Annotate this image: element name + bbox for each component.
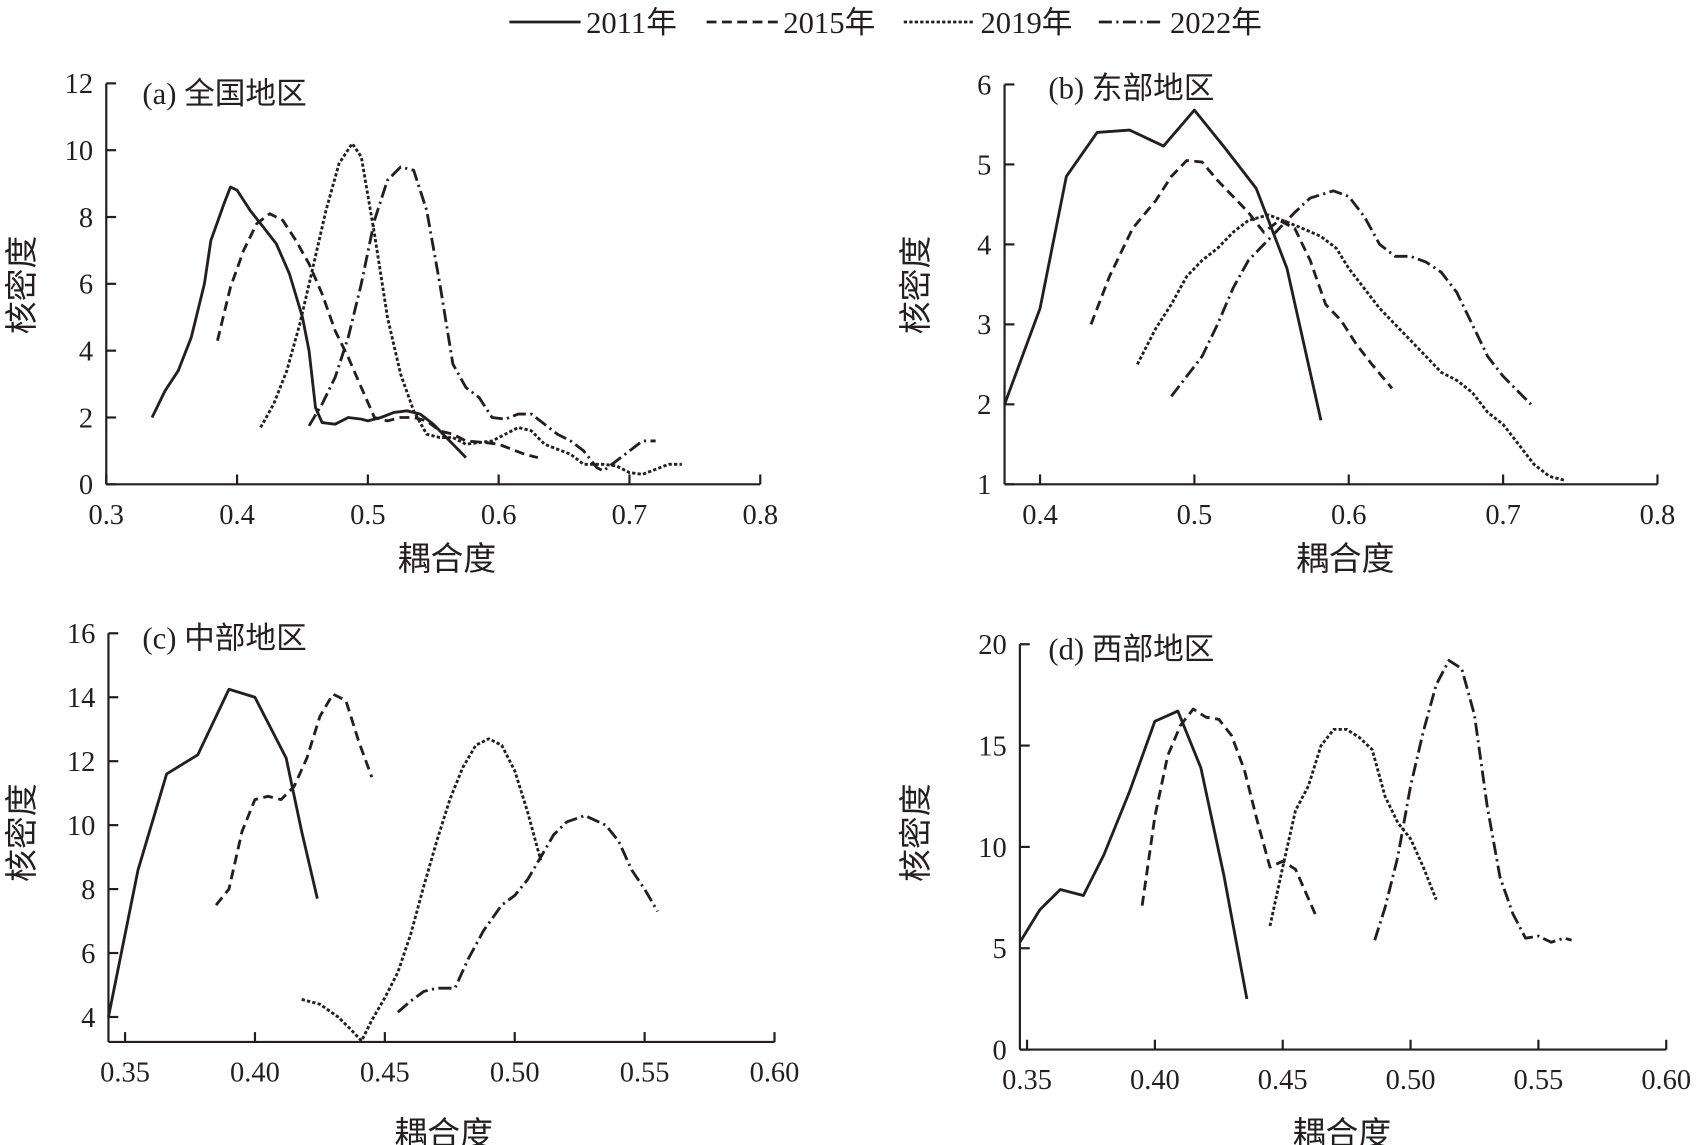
- y-tick-label: 10: [65, 136, 93, 167]
- series-line-2011: [150, 185, 467, 459]
- y-tick-label: 5: [977, 150, 991, 181]
- y-tick-label: 0: [79, 470, 93, 501]
- y-axis-label: 核密度: [898, 783, 935, 882]
- x-tick-label: 0.5: [1177, 500, 1213, 531]
- y-tick-label: 4: [79, 337, 93, 368]
- x-tick-label: 0.60: [1641, 1065, 1691, 1096]
- legend-label-1: 2011年: [586, 6, 677, 40]
- y-tick-label: 2: [977, 390, 991, 421]
- x-tick-label: 0.6: [1331, 500, 1367, 531]
- y-axis-label: 核密度: [4, 783, 41, 882]
- x-tick-label: 0.55: [620, 1057, 670, 1088]
- y-tick-label: 2: [79, 403, 93, 434]
- y-tick-label: 3: [977, 310, 991, 341]
- series-line-2019: [301, 737, 543, 1043]
- y-tick-label: 4: [977, 230, 991, 261]
- series-line-2015: [1140, 707, 1318, 917]
- y-axis-label: 核密度: [898, 236, 935, 335]
- y-tick-label: 6: [81, 939, 95, 970]
- x-tick-label: 0.6: [481, 500, 517, 531]
- y-tick-label: 0: [993, 1035, 1007, 1066]
- series-line-2022: [307, 165, 656, 473]
- series-line-2019: [259, 142, 682, 476]
- x-tick-label: 0.40: [230, 1057, 280, 1088]
- x-tick-label: 0.45: [1258, 1065, 1308, 1096]
- x-tick-label: 0.3: [88, 500, 124, 531]
- legend-label-4: 2022年: [1170, 6, 1262, 40]
- legend: 2011年 2015年 2019年 2022年: [509, 6, 1262, 40]
- x-tick-label: 0.8: [1640, 500, 1676, 531]
- x-tick-label: 0.7: [612, 500, 648, 531]
- panel-title: (d) 西部地区: [1048, 633, 1214, 667]
- y-tick-label: 12: [65, 69, 93, 100]
- y-tick-label: 4: [81, 1003, 95, 1034]
- x-axis-label: 耦合度: [398, 541, 497, 578]
- y-tick-label: 8: [81, 875, 95, 906]
- panel-d: 0.35 0.40 0.45 0.50 0.55 0.60 0 5 10 15 20 (d) 西部地区…: [898, 630, 1691, 1145]
- series-line-2011: [1003, 108, 1323, 421]
- series-line-2019: [1268, 727, 1438, 927]
- series-line-2011: [107, 687, 319, 1018]
- series-line-2011: [1018, 709, 1249, 1000]
- y-tick-label: 20: [978, 630, 1006, 661]
- x-tick-label: 0.8: [742, 500, 778, 531]
- panel-title: (b) 东部地区: [1048, 72, 1214, 106]
- y-tick-label: 6: [79, 270, 93, 301]
- y-tick-label: 10: [978, 833, 1006, 864]
- series-line-2022: [1170, 189, 1532, 406]
- x-tick-label: 0.4: [219, 500, 255, 531]
- y-tick-label: 10: [67, 811, 95, 842]
- panel-title: (a) 全国地区: [142, 77, 306, 111]
- x-axis-label: 耦合度: [394, 1116, 493, 1145]
- x-tick-label: 0.40: [1130, 1065, 1180, 1096]
- x-tick-label: 0.45: [360, 1057, 410, 1088]
- y-tick-label: 12: [67, 747, 95, 778]
- series-line-2022: [1373, 659, 1572, 944]
- y-tick-label: 6: [977, 70, 991, 101]
- series-line-2015: [214, 692, 374, 906]
- y-tick-label: 16: [67, 619, 95, 650]
- panel-title: (c) 中部地区: [142, 622, 306, 656]
- x-axis-label: 耦合度: [1296, 541, 1395, 578]
- x-tick-label: 0.4: [1022, 500, 1058, 531]
- series-line-2022: [396, 814, 659, 1014]
- series-line-2015: [1089, 159, 1394, 390]
- x-tick-label: 0.35: [1002, 1065, 1052, 1096]
- panel-c: 0.35 0.40 0.45 0.50 0.55 0.60 4 6 8 10 12 14 16 (c) 中…: [4, 619, 800, 1145]
- y-tick-label: 15: [978, 731, 1006, 762]
- y-axis-label: 核密度: [4, 236, 41, 335]
- x-tick-label: 0.50: [1386, 1065, 1436, 1096]
- legend-label-3: 2019年: [980, 6, 1072, 40]
- y-tick-label: 1: [977, 470, 991, 501]
- x-tick-label: 0.60: [750, 1057, 800, 1088]
- x-tick-label: 0.5: [350, 500, 386, 531]
- legend-label-2: 2015年: [783, 6, 875, 40]
- x-axis-label: 耦合度: [1293, 1116, 1392, 1145]
- y-tick-label: 14: [67, 683, 95, 714]
- y-tick-label: 8: [79, 203, 93, 234]
- x-tick-label: 0.55: [1513, 1065, 1563, 1096]
- x-tick-label: 0.7: [1485, 500, 1521, 531]
- x-tick-label: 0.35: [100, 1057, 150, 1088]
- series-line-2019: [1136, 213, 1566, 482]
- y-tick-label: 5: [993, 934, 1007, 965]
- x-tick-label: 0.50: [490, 1057, 540, 1088]
